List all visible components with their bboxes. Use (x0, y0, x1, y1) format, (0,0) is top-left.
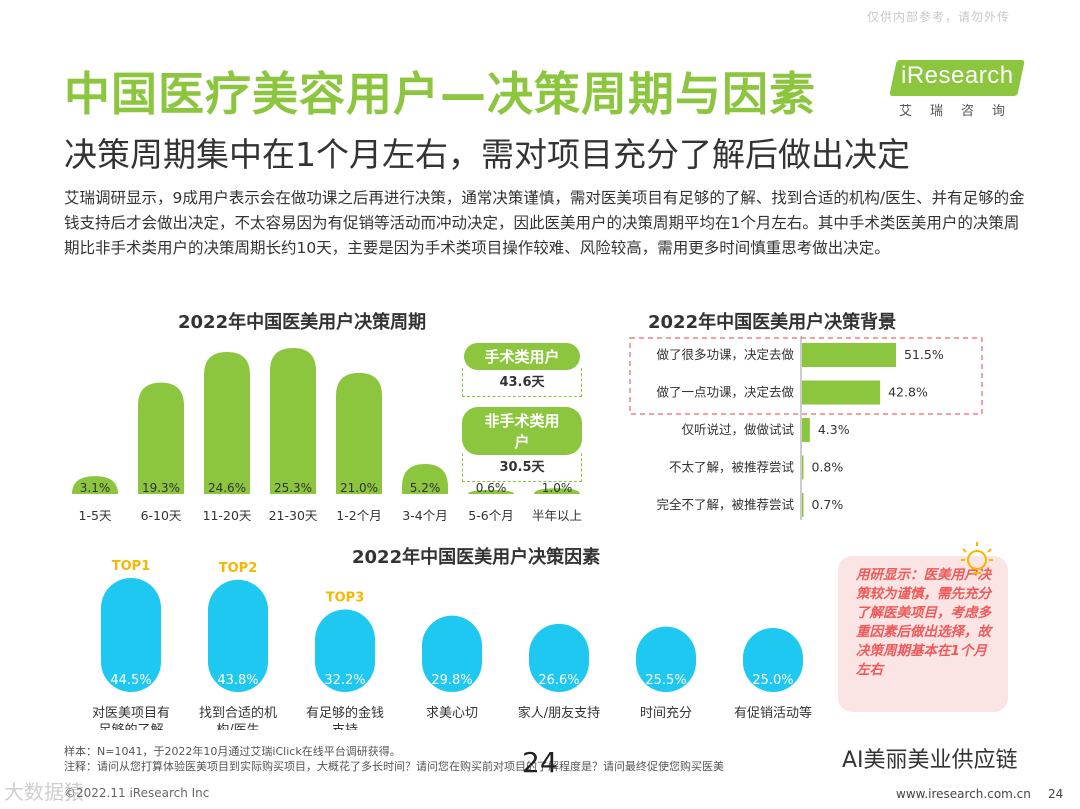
background-value-label: 4.3% (818, 422, 850, 437)
callout-text: 用研显示：医美用户决策较为谨慎，需先充分了解医美项目，考虑多重因素后做出选择，故… (856, 567, 991, 678)
nonsurgical-value: 30.5天 (462, 453, 582, 482)
factor-category-label: 足够的了解 (98, 722, 163, 730)
background-bar (802, 455, 804, 480)
period-value-label: 24.6% (208, 481, 246, 495)
research-callout: 用研显示：医美用户决策较为谨慎，需先充分了解医美项目，考虑多重因素后做出选择，故… (838, 556, 1008, 712)
factor-value-label: 44.5% (110, 673, 151, 688)
factor-category-label: 支持 (332, 723, 358, 730)
factor-bar (422, 615, 482, 692)
factor-value-label: 32.2% (324, 673, 365, 688)
period-category-label: 3-4个月 (402, 508, 447, 523)
period-bar (402, 463, 448, 494)
period-bar (72, 476, 118, 494)
background-bar (802, 343, 896, 367)
period-category-label: 半年以上 (532, 508, 582, 523)
factor-category-label: 有促销活动等 (734, 705, 812, 721)
iresearch-logo: iResearch 艾瑞咨询 (889, 60, 1025, 119)
factor-bar (101, 578, 161, 692)
watermark-right: AI美丽美业供应链 (842, 748, 1018, 773)
period-category-label: 5-6个月 (468, 508, 513, 523)
background-value-label: 0.7% (812, 497, 844, 512)
page-number-small: 24 (1048, 787, 1064, 801)
page-subtitle: 决策周期集中在1个月左右，需对项目充分了解后做出决定 (64, 135, 910, 174)
factor-category-label: 时间充分 (640, 705, 692, 721)
period-value-label: 21.0% (340, 481, 378, 495)
background-category-label: 做了一点功课，决定去做 (656, 385, 794, 400)
background-chart-title: 2022年中国医美用户决策背景 (648, 312, 897, 333)
factors-chart-title: 2022年中国医美用户决策因素 (352, 547, 601, 568)
period-bar (138, 382, 184, 494)
background-bar (802, 380, 881, 405)
period-value-label: 1.0% (542, 481, 573, 495)
factor-bar (529, 623, 589, 692)
factor-bar (315, 609, 375, 692)
watermark-top: 仅供内部参考，请勿外传 (866, 10, 1010, 24)
surgical-stat: 手术类用户 43.6天 (462, 343, 582, 397)
surgical-value: 43.6天 (462, 368, 582, 397)
background-category-label: 不太了解，被推荐尝试 (669, 460, 795, 475)
background-bar (802, 418, 810, 442)
period-category-label: 1-5天 (79, 508, 112, 523)
highlight-box (629, 337, 983, 415)
factor-category-label: 找到合适的机 (199, 705, 277, 721)
factor-bar (743, 627, 803, 692)
factor-category-label: 对医美项目有 (92, 706, 170, 721)
factor-top-badge: TOP3 (326, 591, 365, 606)
period-value-label: 0.6% (476, 481, 507, 495)
surgical-label: 手术类用户 (464, 343, 580, 370)
logo-sub: 艾瑞咨询 (899, 104, 1024, 119)
period-value-label: 3.1% (80, 481, 111, 495)
factor-category-label: 有足够的金钱 (306, 705, 384, 721)
period-category-label: 11-20天 (203, 508, 252, 523)
period-chart-title: 2022年中国医美用户决策周期 (178, 312, 427, 333)
period-value-label: 25.3% (274, 481, 312, 495)
period-bar (534, 488, 580, 494)
footnote-note: 注释：请问从您打算体验医美项目到实际购买项目，大概花了多长时间？请问您在购买前对… (64, 760, 724, 773)
period-bar (468, 490, 514, 494)
factor-category-label: 家人/朋友支持 (518, 705, 600, 721)
website: www.iresearch.com.cn (896, 787, 1031, 801)
factor-top-badge: TOP2 (219, 561, 258, 576)
period-category-label: 21-30天 (269, 508, 318, 523)
background-category-label: 做了很多功课，决定去做 (656, 347, 794, 362)
background-value-label: 42.8% (888, 385, 928, 400)
background-value-label: 51.5% (904, 347, 944, 362)
background-value-label: 0.8% (812, 460, 844, 475)
factor-value-label: 25.0% (752, 673, 793, 688)
watermark-left: 大数据猿 (4, 780, 84, 804)
background-bar (802, 493, 804, 517)
period-bar (204, 352, 250, 494)
background-category-label: 仅听说过，做做试试 (681, 422, 794, 437)
intro-paragraph: 艾瑞调研显示，9成用户表示会在做功课之后再进行决策，通常决策谨慎，需对医美项目有… (64, 189, 1025, 257)
factor-category-label: 求美心切 (426, 706, 478, 721)
factor-value-label: 25.5% (645, 673, 686, 688)
factor-value-label: 26.6% (538, 673, 579, 688)
footnote-sample: 样本：N=1041，于2022年10月通过艾瑞iClick在线平台调研获得。 (64, 745, 401, 758)
period-value-label: 5.2% (410, 481, 441, 495)
factor-bar (208, 579, 268, 692)
period-bar (270, 348, 316, 494)
background-chart: 做了很多功课，决定去做 51.5% 做了一点功课，决定去做 42.8% 仅听说过，做做试… (629, 336, 983, 520)
factor-category-label: 构/医生 (216, 723, 259, 730)
nonsurgical-stat: 非手术类用户 30.5天 (462, 407, 582, 482)
factors-chart: 44.5% TOP1 对医美项目有足够的了解 43.8% TOP2 找到合适的机构/医生 3… (92, 559, 812, 730)
factor-value-label: 29.8% (431, 673, 472, 688)
logo-brand: iResearch (901, 62, 1014, 89)
copyright: ©2022.11 iResearch Inc (64, 786, 210, 800)
period-bar (336, 372, 382, 494)
factor-top-badge: TOP1 (112, 559, 151, 574)
period-chart: 3.1% 1-5天 19.3% 6-10天 24.6% 11-20天 25.3% 21-30天… (72, 348, 582, 523)
factor-value-label: 43.8% (217, 673, 258, 688)
period-value-label: 19.3% (142, 481, 180, 495)
page-number: 24 (522, 746, 558, 779)
lightbulb-icon (961, 542, 993, 574)
period-category-label: 1-2个月 (336, 508, 381, 523)
factor-bar (636, 626, 696, 692)
page-title: 中国医疗美容用户—决策周期与因素 (64, 67, 816, 121)
background-category-label: 完全不了解，被推荐尝试 (656, 497, 794, 512)
period-category-label: 6-10天 (141, 508, 182, 523)
nonsurgical-label: 非手术类用户 (462, 407, 582, 455)
